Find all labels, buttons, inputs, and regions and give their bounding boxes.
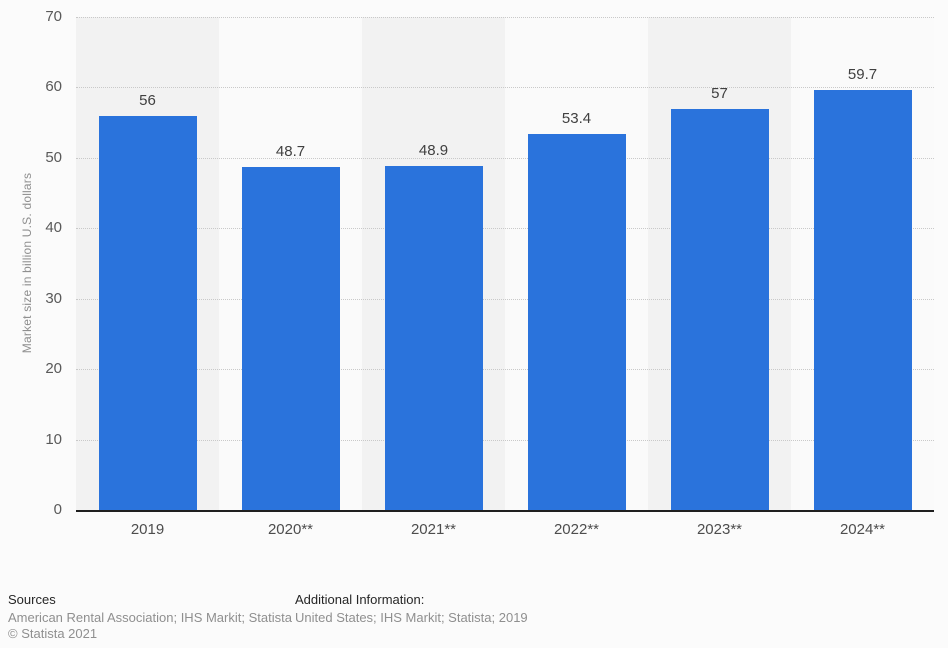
bar-value-label: 59.7 — [847, 65, 878, 83]
y-tick-label: 0 — [53, 501, 62, 518]
plot-area: 56 48.7 48.9 53.4 57 59.7 — [76, 17, 934, 512]
y-axis-ticks: 0 10 20 30 40 50 60 70 — [0, 8, 62, 518]
gridline — [76, 369, 934, 371]
gridline — [76, 87, 934, 89]
gridlines — [76, 17, 934, 510]
chart-footer: Sources American Rental Association; IHS… — [8, 592, 940, 642]
x-axis-labels: 2019 2020** 2021** 2022** 2023** 2024** — [76, 521, 934, 539]
gridline — [76, 17, 934, 18]
bar-value-label: 56 — [139, 91, 156, 109]
x-tick-label: 2019 — [130, 521, 165, 538]
bar-2020**[interactable] — [241, 167, 340, 510]
y-tick-label: 20 — [45, 360, 62, 378]
y-tick-label: 40 — [45, 219, 62, 237]
y-tick-label: 60 — [45, 78, 62, 96]
additional-info-text: United States; IHS Markit; Statista; 201… — [295, 610, 528, 625]
sources-title: Sources — [8, 592, 56, 607]
bar-2023**[interactable] — [670, 108, 769, 510]
bar-value-label: 53.4 — [561, 109, 592, 127]
gridline — [76, 298, 934, 300]
x-tick-label: 2024** — [839, 521, 886, 538]
bars: 56 48.7 48.9 53.4 57 59.7 — [76, 17, 934, 510]
additional-info-title: Additional Information: — [295, 592, 425, 607]
x-tick-label: 2020** — [267, 521, 314, 538]
y-tick-label: 10 — [45, 430, 62, 448]
gridline — [76, 157, 934, 159]
y-tick-label: 50 — [45, 148, 62, 166]
sources-block: Sources American Rental Association; IHS… — [8, 592, 295, 642]
y-tick-label: 30 — [45, 289, 62, 307]
y-tick-label: 70 — [45, 8, 62, 25]
bar-value-label: 48.9 — [418, 141, 449, 159]
bar-2022**[interactable] — [527, 133, 626, 510]
bar-value-label: 48.7 — [275, 143, 306, 161]
x-tick-label: 2023** — [696, 521, 743, 538]
bar-2021**[interactable] — [384, 165, 483, 510]
bar-2024**[interactable] — [813, 89, 912, 510]
sources-text: American Rental Association; IHS Markit;… — [8, 610, 292, 625]
additional-info-block: Additional Information: United States; I… — [295, 592, 940, 626]
gridline — [76, 228, 934, 230]
gridline — [76, 439, 934, 441]
bar-value-label: 57 — [711, 84, 728, 102]
x-tick-label: 2021** — [410, 521, 457, 538]
copyright-text: © Statista 2021 — [8, 626, 98, 641]
x-tick-label: 2022** — [553, 521, 600, 538]
bar-2019[interactable] — [98, 115, 197, 510]
